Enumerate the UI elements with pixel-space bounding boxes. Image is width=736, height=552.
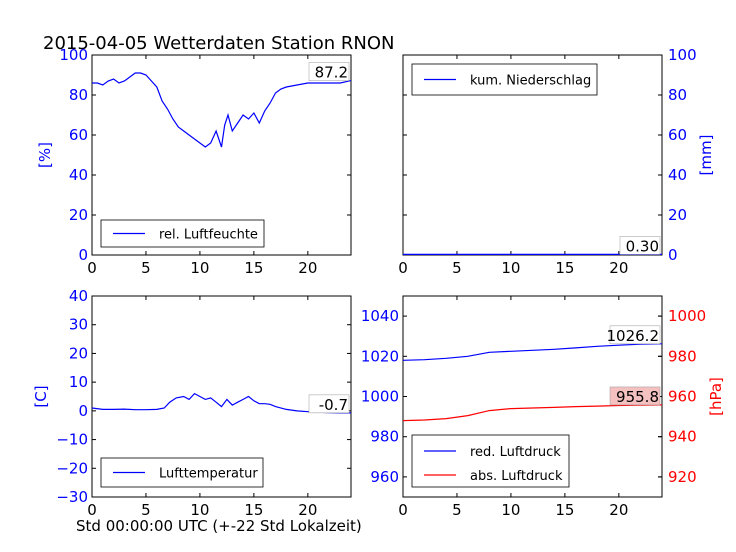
y-tick-label: −10 <box>56 431 88 449</box>
y-tick-label: 960 <box>370 468 399 486</box>
x-tick-label: 5 <box>452 501 462 519</box>
y-tick-label: 980 <box>370 428 399 446</box>
legend-label: rel. Luftfeuchte <box>159 228 258 243</box>
x-tick-label: 20 <box>609 501 628 519</box>
temperature-axes-frame <box>91 295 352 498</box>
panel-precip: 0 5 10 15 20 0 20 40 60 80 100 [mm] 0.30 kum. Nieders… <box>398 46 715 277</box>
humidity-axes-frame <box>91 54 352 256</box>
panel-humidity: 0 5 10 15 20 0 20 40 60 80 100 [%] 87.2 rel. Luftfeuc… <box>36 46 352 277</box>
y-tick-label: 20 <box>69 206 88 224</box>
y-tick-label: 20 <box>668 206 687 224</box>
y-tick-label: 60 <box>69 126 88 144</box>
x-tick-label: 0 <box>87 501 97 519</box>
y-tick-label: 0 <box>78 402 88 420</box>
x-tick-label: 0 <box>87 259 97 277</box>
value-annotation-box <box>609 386 661 406</box>
y-tick-label: 10 <box>69 373 88 391</box>
value-annotation-box <box>609 325 661 345</box>
y-axis-label: [mm] <box>697 135 715 176</box>
y-right-tick-label: 920 <box>668 468 697 486</box>
y-tick-label: 0 <box>668 246 678 264</box>
y-tick-label: 1020 <box>361 347 399 365</box>
x-axis-label: Std 00:00:00 UTC (+-22 Std Lokalzeit) <box>76 517 362 535</box>
x-tick-label: 20 <box>298 259 317 277</box>
panel-temperature: 0 5 10 15 20 −30 −20 −10 0 10 20 30 40 [C] -0.7 Lufttem… <box>32 287 352 519</box>
y-tick-label: 40 <box>69 166 88 184</box>
value-annotation: 87.2 <box>315 64 348 82</box>
x-tick-label: 5 <box>141 259 151 277</box>
x-tick-label: 15 <box>555 501 574 519</box>
series-line-rel-luftfeuchte <box>92 72 352 148</box>
legend: Lufttemperatur <box>100 457 264 488</box>
x-tick-label: 10 <box>190 501 209 519</box>
value-annotation: 955.8 <box>616 388 659 406</box>
x-tick-label: 10 <box>501 259 520 277</box>
x-tick-label: 20 <box>298 501 317 519</box>
value-annotation-box <box>308 394 350 414</box>
y-right-tick-label: 980 <box>668 347 697 365</box>
series-line-red-luftdruck <box>402 343 663 361</box>
y-tick-label: 30 <box>69 316 88 334</box>
precip-axes-frame <box>402 54 663 256</box>
legend-label: red. Luftdruck <box>470 445 561 460</box>
y-tick-label: 40 <box>69 287 88 305</box>
y-tick-label: 20 <box>69 344 88 362</box>
y-axis-label: [%] <box>36 142 54 168</box>
y-tick-label: 80 <box>69 86 88 104</box>
x-tick-label: 15 <box>555 259 574 277</box>
panel-pressure: 0 5 10 15 20 960 980 1000 1020 1040 920 940 960 980 10… <box>361 295 725 519</box>
y-tick-label: 100 <box>59 46 88 64</box>
x-tick-label: 0 <box>398 259 408 277</box>
x-tick-label: 15 <box>244 501 263 519</box>
y-tick-label: −30 <box>56 488 88 506</box>
x-tick-label: 5 <box>452 259 462 277</box>
legend: rel. Luftfeuchte <box>100 219 265 248</box>
legend-label: Lufttemperatur <box>159 467 258 482</box>
x-tick-label: 5 <box>141 501 151 519</box>
x-tick-label: 10 <box>190 259 209 277</box>
value-annotation-box <box>308 62 350 81</box>
value-annotation: 0.30 <box>626 237 659 255</box>
y-tick-label: 80 <box>668 86 687 104</box>
x-tick-label: 0 <box>398 501 408 519</box>
legend-label: abs. Luftdruck <box>470 469 563 484</box>
legend: kum. Niederschlag <box>411 63 598 96</box>
value-annotation: -0.7 <box>319 396 348 414</box>
legend: red. Luftdruck abs. Luftdruck <box>411 434 570 488</box>
series-line-abs-luftdruck <box>402 404 663 422</box>
y-right-tick-label: 960 <box>668 388 697 406</box>
y-tick-label: 60 <box>668 126 687 144</box>
y-right-tick-label: 940 <box>668 428 697 446</box>
value-annotation: 1026.2 <box>607 327 660 345</box>
y-tick-label: −20 <box>56 459 88 477</box>
x-tick-label: 10 <box>501 501 520 519</box>
y-tick-label: 1040 <box>361 307 399 325</box>
y-tick-label: 0 <box>78 246 88 264</box>
y-right-tick-label: 1000 <box>668 307 706 325</box>
value-annotation-box <box>619 236 661 255</box>
y-tick-label: 1000 <box>361 388 399 406</box>
y-tick-label: 100 <box>668 46 697 64</box>
legend-frame <box>411 434 570 488</box>
y-tick-label: 40 <box>668 166 687 184</box>
legend-label: kum. Niederschlag <box>470 74 591 89</box>
y-axis-label: [C] <box>32 385 50 407</box>
y-axis-label-right: [hPa] <box>707 377 725 416</box>
x-tick-label: 20 <box>609 259 628 277</box>
series-line-lufttemperatur <box>91 392 351 414</box>
x-tick-label: 15 <box>244 259 263 277</box>
figure-title: 2015-04-05 Wetterdaten Station RNON <box>43 33 394 54</box>
